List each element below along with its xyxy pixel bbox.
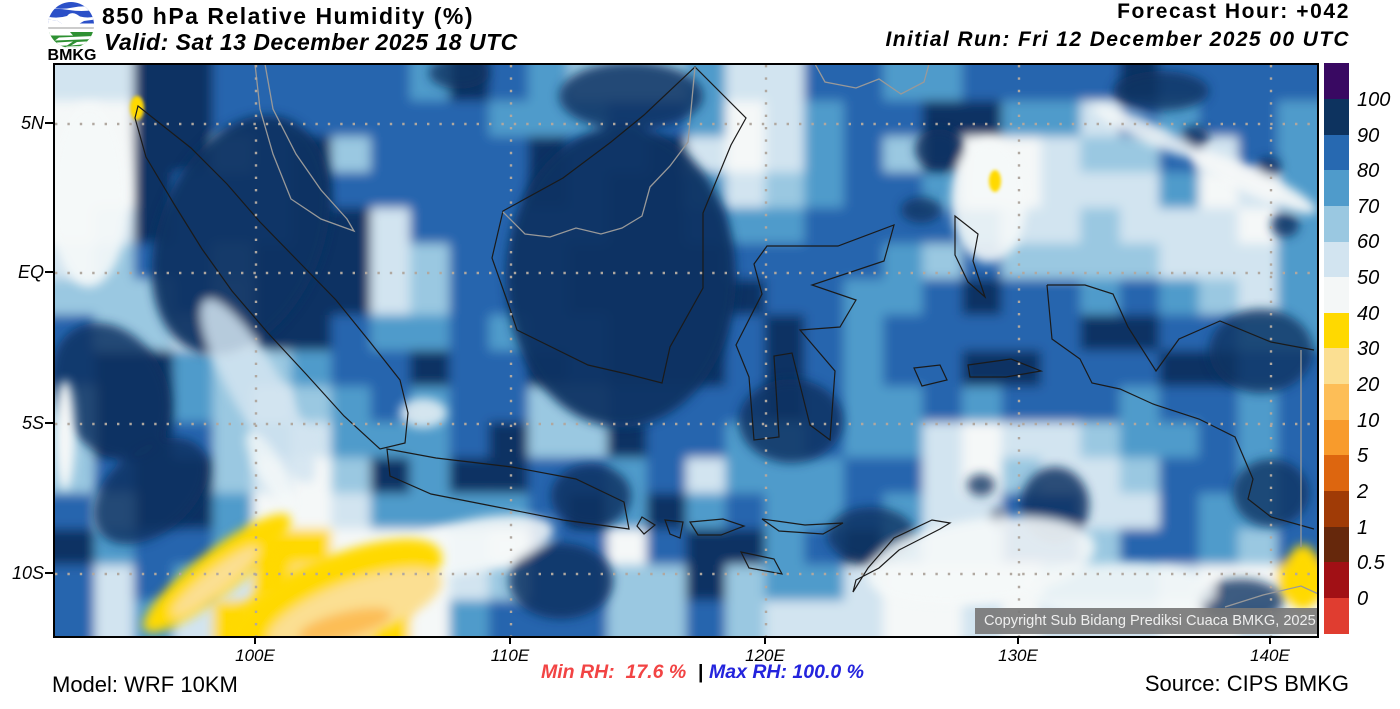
svg-text:BMKG: BMKG xyxy=(48,47,97,61)
